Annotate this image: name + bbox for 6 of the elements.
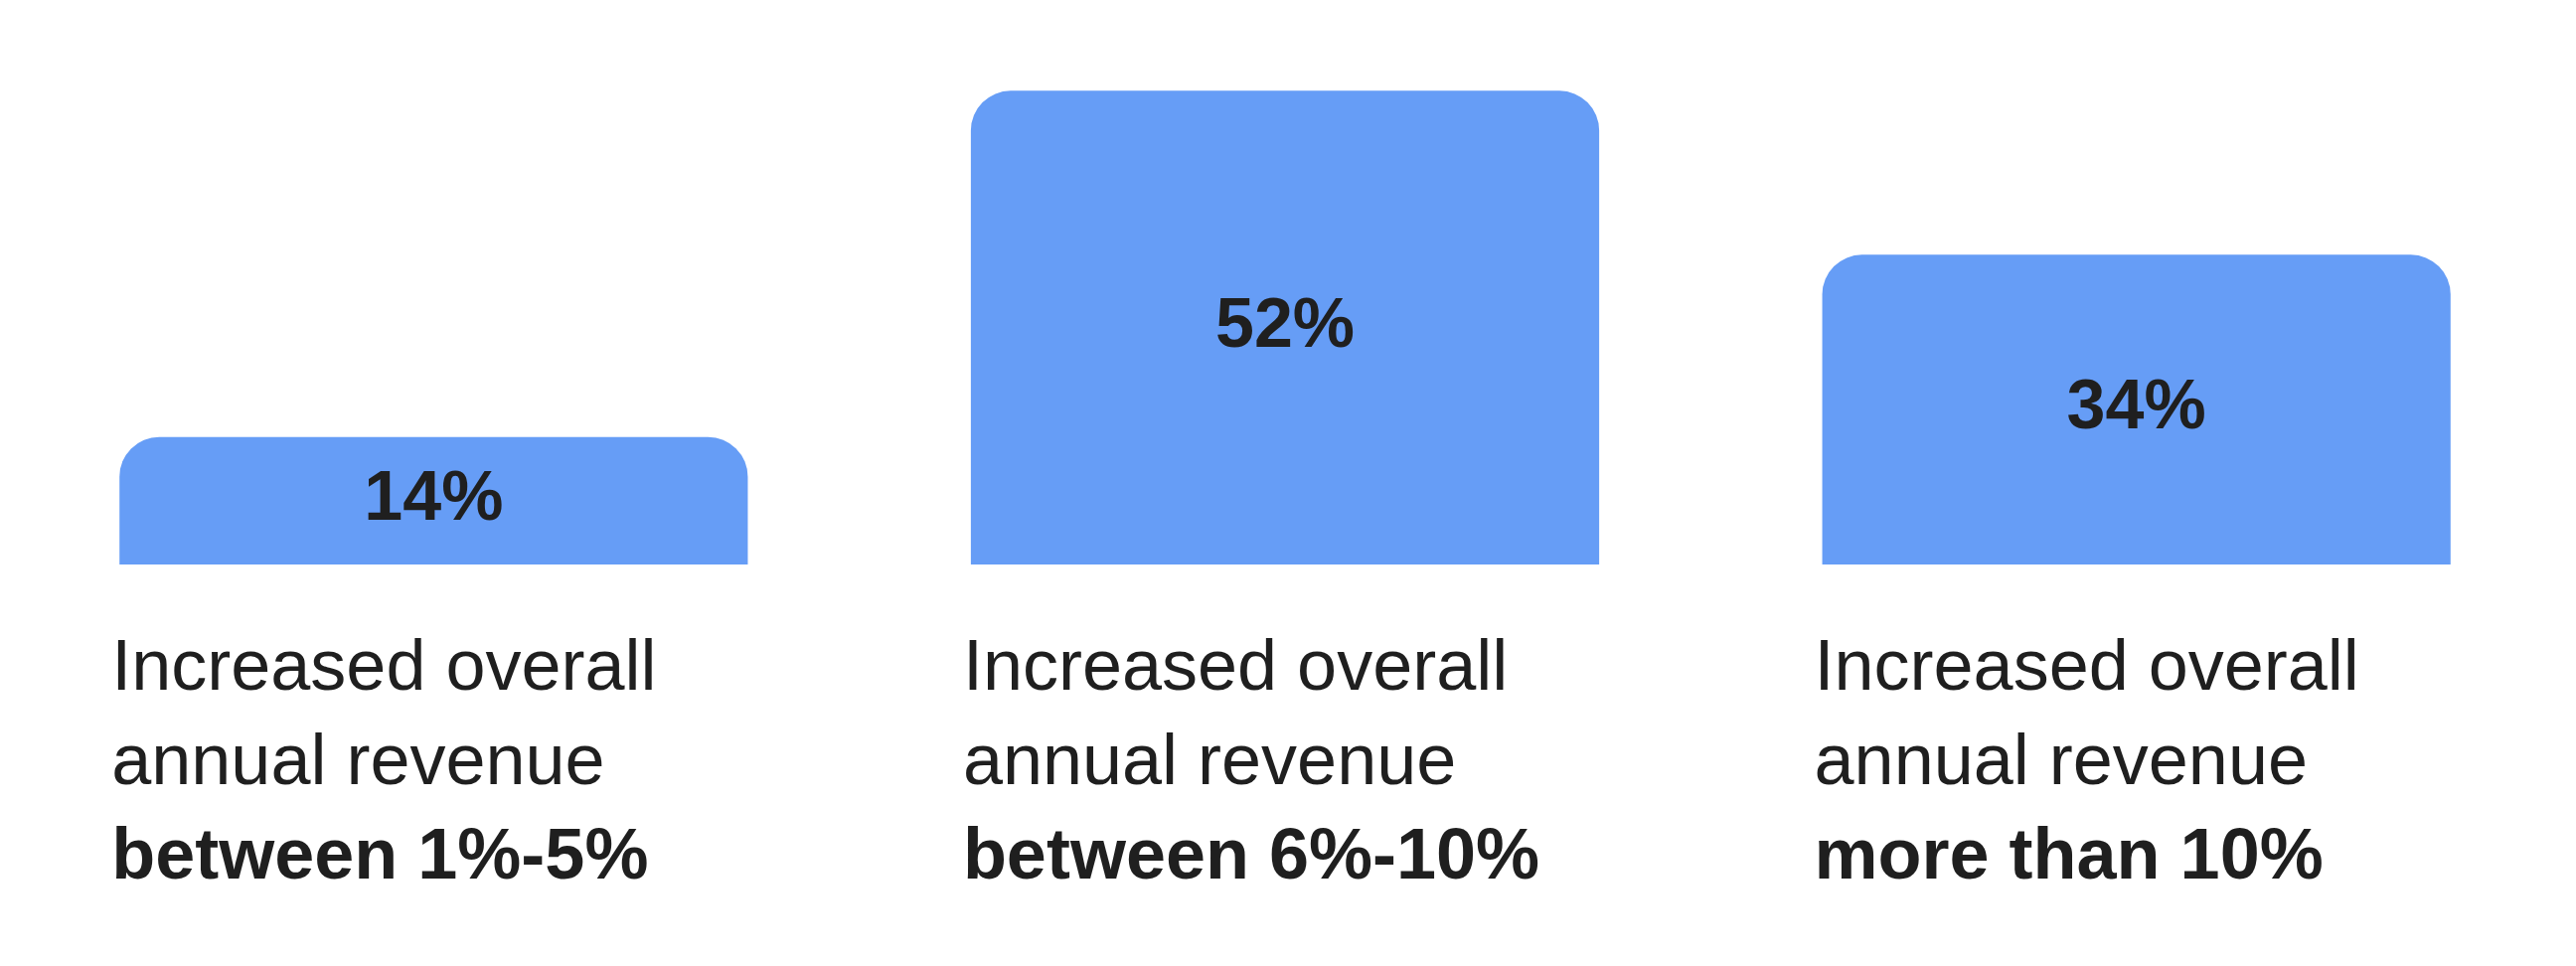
data-label: 52% (1214, 283, 1356, 362)
x-tick-label: Increased overall annual revenue between 6%-10% (962, 624, 1540, 893)
data-label: 14% (364, 457, 504, 536)
data-label: 34% (2066, 366, 2206, 444)
x-tick-label: Increased overall annual revenue between 1%-5% (111, 624, 657, 893)
x-tick-label: Increased overall annual revenue more than 10% (1814, 624, 2359, 893)
